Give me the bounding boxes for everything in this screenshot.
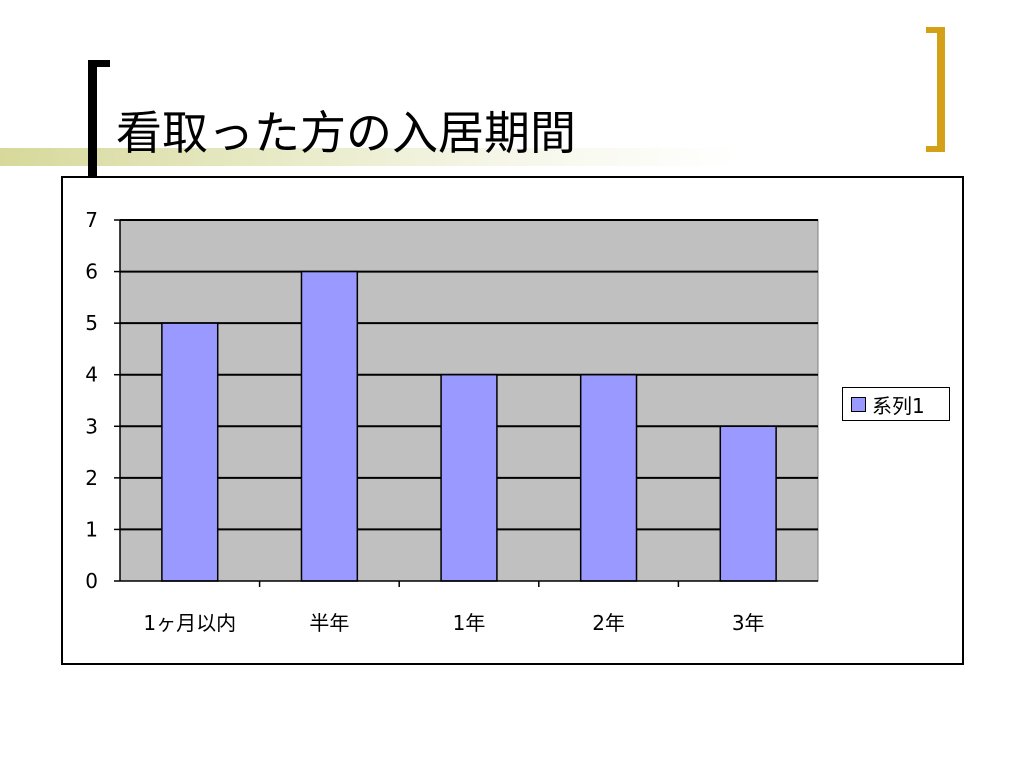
y-tick-label: 6	[85, 260, 98, 284]
right-bracket-top-decoration	[926, 27, 945, 33]
title-accent-band	[0, 148, 740, 166]
legend-series-label: 系列1	[872, 393, 925, 418]
x-tick-label: 1年	[453, 611, 486, 635]
bar-2	[440, 373, 498, 582]
y-tick-label: 1	[85, 517, 98, 541]
legend-swatch	[851, 396, 866, 412]
left-bracket-top-decoration	[88, 60, 110, 67]
bar-4	[719, 425, 777, 582]
axes	[114, 219, 818, 587]
right-bracket-decoration	[937, 27, 945, 152]
x-tick-labels: 1ヶ月以内 半年 1年 2年 3年	[143, 611, 764, 635]
x-tick-label: 半年	[309, 611, 349, 635]
right-bracket-bottom-decoration	[926, 146, 945, 152]
y-tick-label: 5	[85, 311, 98, 335]
y-tick-label: 7	[85, 208, 98, 232]
x-tick-label: 1ヶ月以内	[143, 611, 236, 635]
y-tick-label: 4	[85, 363, 98, 387]
chart-legend: 系列1	[842, 387, 950, 421]
y-tick-labels: 0 1 2 3 4 5 6 7	[85, 208, 98, 593]
bar-0	[161, 322, 219, 582]
y-tick-label: 2	[85, 466, 98, 490]
y-tick-label: 0	[85, 569, 98, 593]
y-tick-label: 3	[85, 414, 98, 438]
bars	[161, 270, 777, 582]
x-tick-label: 2年	[592, 611, 625, 635]
slide-title: 看取った方の入居期間	[116, 106, 576, 160]
x-tick-label: 3年	[732, 611, 765, 635]
left-bracket-decoration	[88, 60, 97, 178]
bar-1	[300, 270, 359, 582]
bar-3	[579, 373, 638, 582]
